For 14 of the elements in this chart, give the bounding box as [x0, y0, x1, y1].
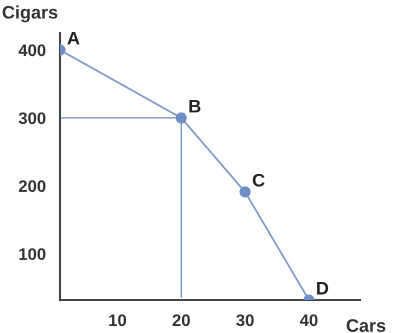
annotation: B [189, 100, 200, 112]
x-tick-label: 10 [109, 314, 126, 326]
y-axis-title: Cigars [2, 5, 58, 22]
x-tick-label: 20 [172, 314, 190, 326]
x-tick-label: 30 [236, 314, 254, 326]
x-axis-title: Cars [346, 319, 386, 332]
annotation: A [67, 32, 80, 44]
y-tick-label: 400 [18, 44, 46, 56]
y-tick-label: 100 [19, 248, 46, 260]
x-tick-label: 40 [300, 314, 318, 326]
annotation: C [252, 174, 265, 187]
y-tick-label: 300 [18, 112, 46, 124]
y-tick-label: 200 [18, 180, 46, 192]
annotation: D [317, 282, 328, 294]
